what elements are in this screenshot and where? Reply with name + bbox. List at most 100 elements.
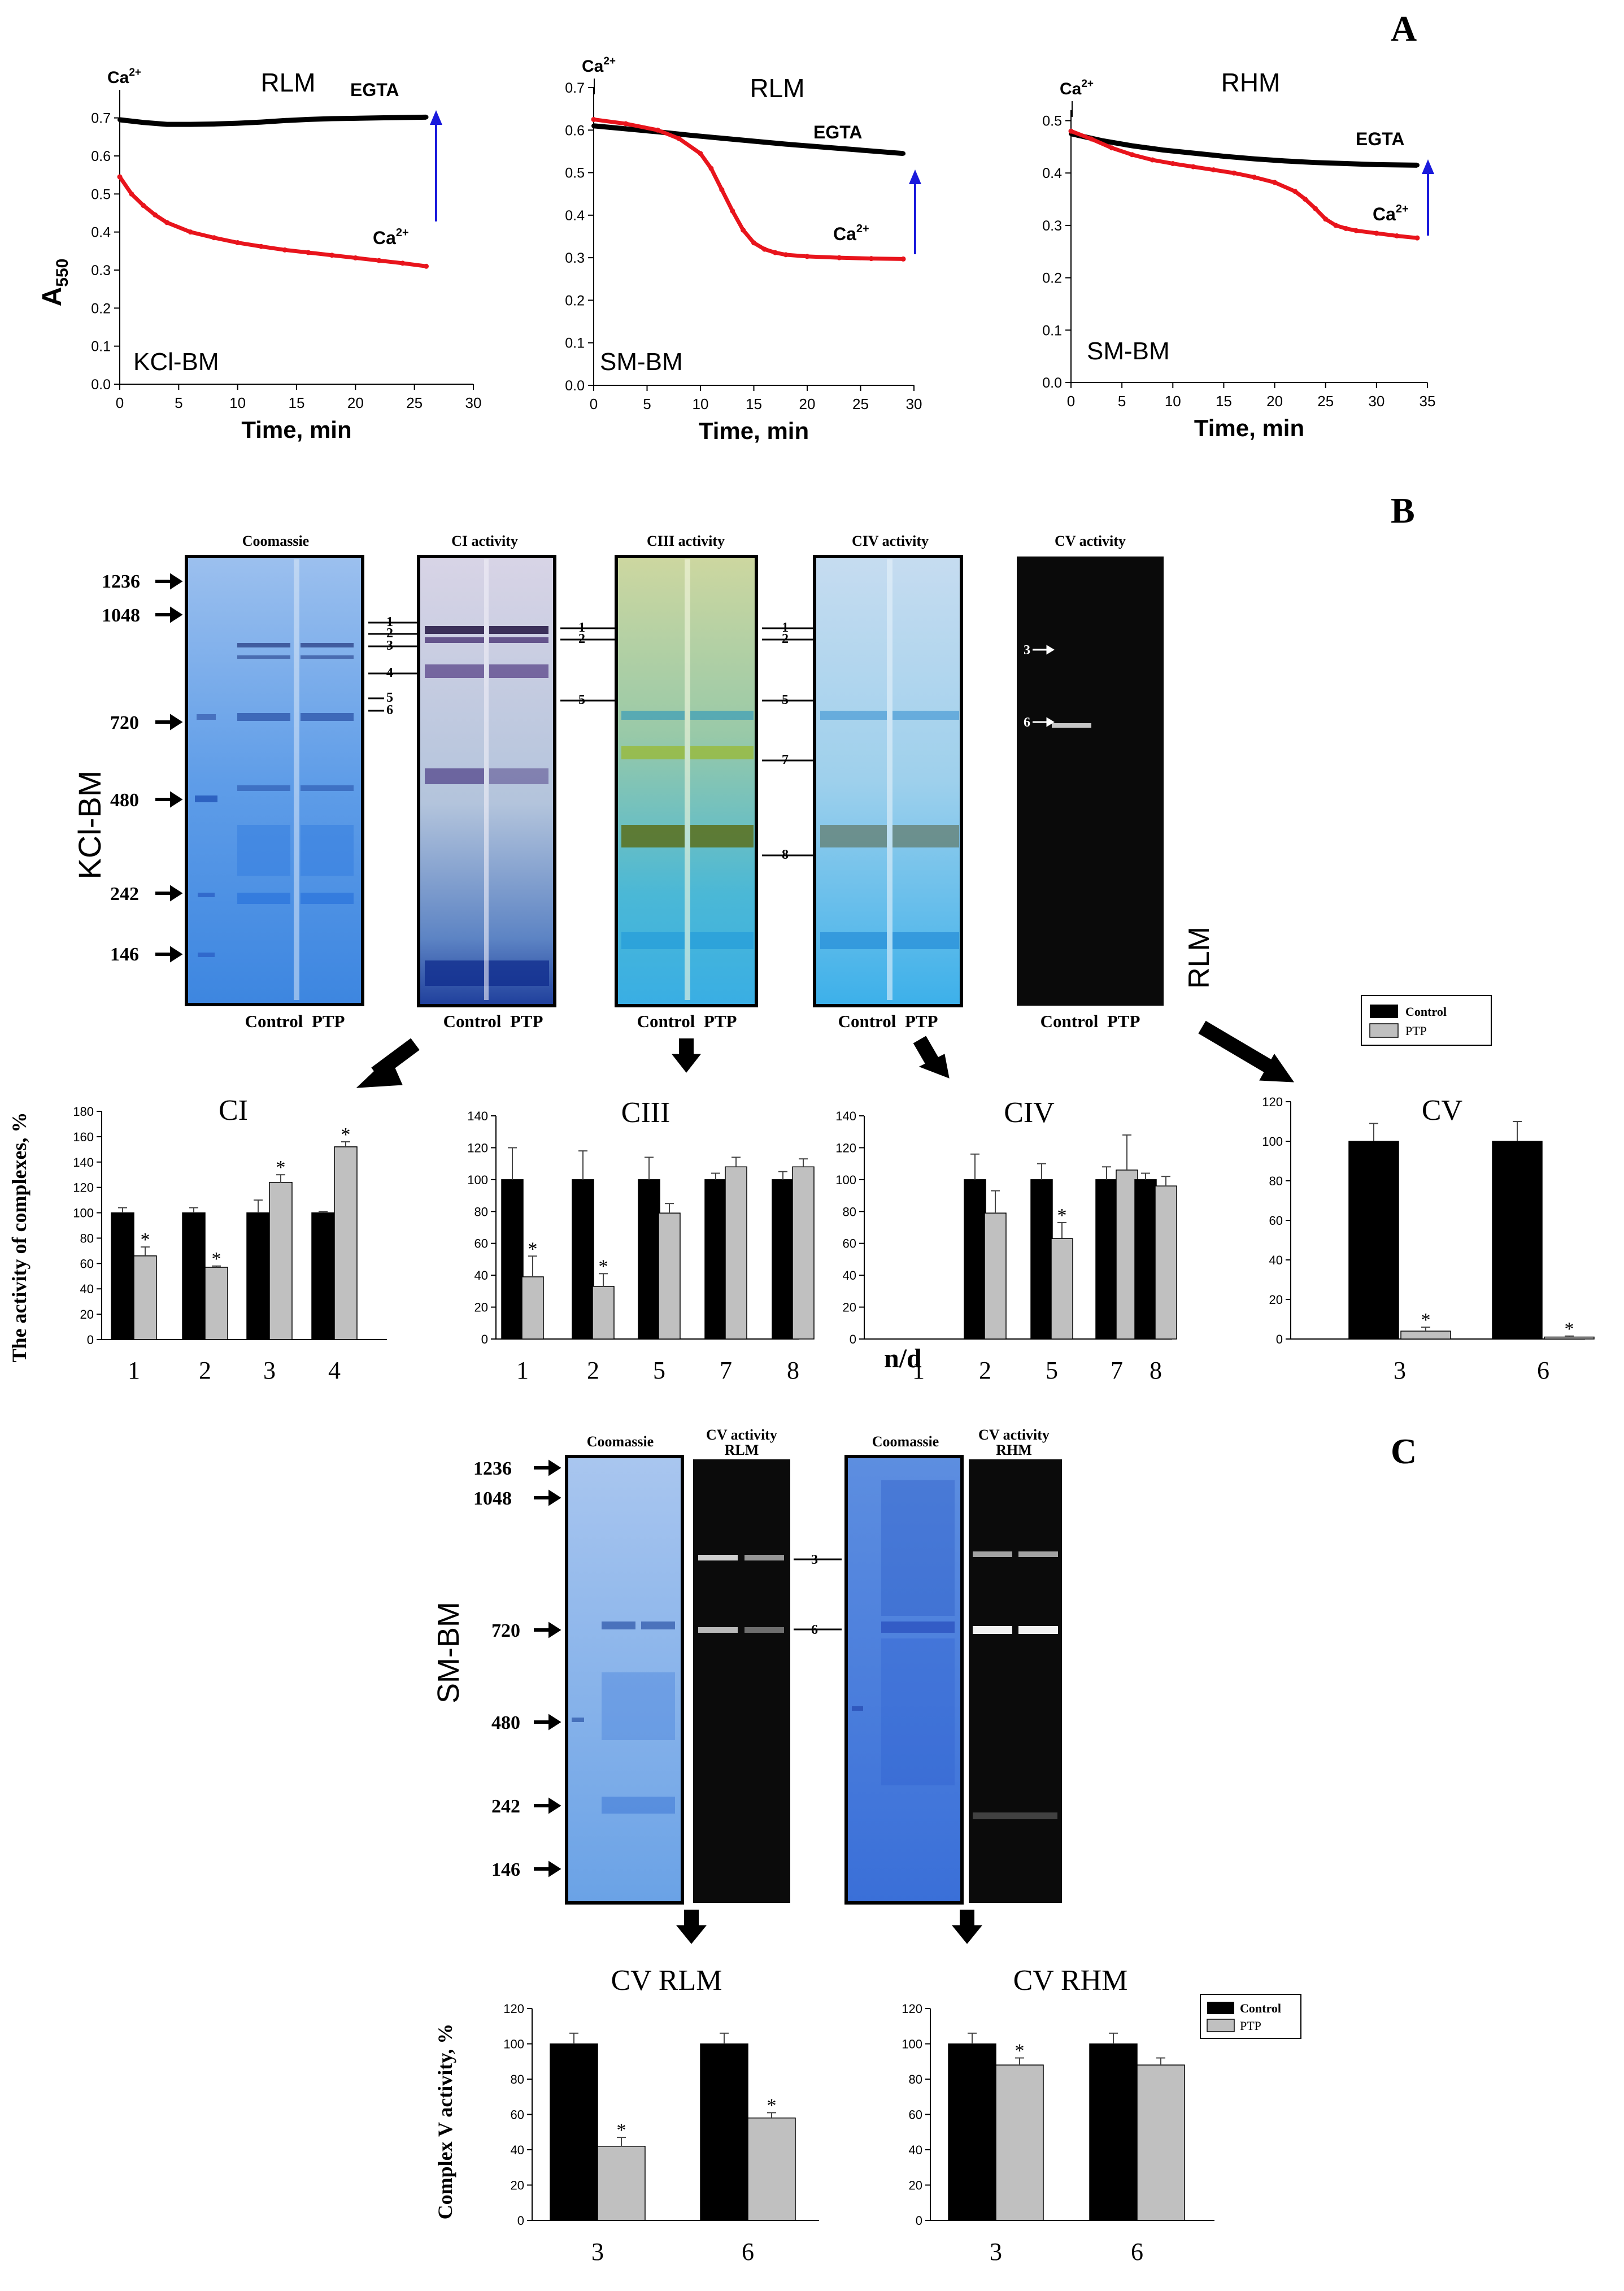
ca-point [804, 254, 810, 259]
ca-addition-label: Ca2+ [582, 55, 616, 76]
x-tick-label: 5 [1118, 393, 1126, 410]
y-tick-label: 120 [902, 2002, 922, 2016]
category-label: 6 [742, 2238, 754, 2266]
egta-label: EGTA [813, 122, 863, 142]
panel-c-gels: SM-BM 1236 1048 720 480 242 146 Coomassi… [432, 1427, 1062, 1944]
control-bar [948, 2043, 996, 2221]
y-tick-label: 60 [909, 2108, 922, 2122]
gel-title-coomassie-c1: Coomassie [587, 1433, 654, 1450]
significance-mark: * [276, 1157, 286, 1178]
significance-mark: * [528, 1238, 538, 1259]
x-tick-label: 10 [693, 395, 709, 412]
category-label: 5 [1046, 1357, 1058, 1384]
x-tick-label: 5 [643, 395, 651, 412]
gel-bands [621, 559, 754, 1000]
control-bar [772, 1179, 794, 1340]
ca-point [837, 255, 842, 260]
y-tick-label: 40 [1269, 1253, 1283, 1267]
control-bar [1134, 1179, 1157, 1340]
chart-a2-rlm-sm: 0 5 10 15 20 25 30 0.0 0.1 0.2 0.3 0.4 0.5 0.6 0.7 Time… [565, 55, 922, 444]
ca-point [329, 253, 335, 258]
category-label: 2 [199, 1357, 211, 1384]
egta-point [687, 133, 693, 138]
ca-point [900, 256, 906, 262]
significance-mark: * [767, 2095, 777, 2116]
egta-point [1221, 154, 1226, 159]
ca-point [783, 252, 789, 258]
y-tick-label: 20 [474, 1301, 488, 1315]
double-headed-band-arrow-icon [762, 627, 813, 857]
ca-point [1323, 216, 1329, 222]
egta-point [815, 144, 820, 149]
gel-coomassie-c2 [844, 1455, 964, 1905]
control-bar [501, 1179, 524, 1340]
band-label: 5 [386, 690, 393, 705]
category-label: 3 [1394, 1357, 1406, 1384]
chart-title: CI [219, 1094, 248, 1127]
category-label: 7 [1111, 1357, 1123, 1384]
egta-point [1282, 158, 1287, 163]
gel-title-ci: CI activity [451, 533, 518, 549]
control-bar [111, 1212, 134, 1340]
significance-mark: * [141, 1229, 150, 1250]
egta-point [400, 115, 405, 120]
legend-label-control: Control [1405, 1005, 1447, 1019]
egta-point [141, 120, 146, 125]
control-bar [1492, 1141, 1543, 1340]
double-headed-band-arrow-icon [560, 627, 617, 702]
y-tick-label: 0.1 [565, 336, 585, 351]
y-tick-label: 0.7 [91, 111, 111, 127]
category-label: 6 [1131, 2238, 1143, 2266]
category-label: 2 [587, 1357, 599, 1384]
marker-label: 1236 [102, 571, 140, 592]
category-label: 4 [328, 1357, 341, 1384]
buffer-label: KCl-BM [133, 348, 219, 376]
control-bar [182, 1212, 206, 1340]
x-tick-label: 25 [852, 395, 869, 412]
y-axis-label: A550 [37, 259, 72, 307]
mw-markers-b: 1236 1048 720 480 242 146 [102, 571, 140, 965]
ca-point [1292, 189, 1298, 194]
category-label: 3 [990, 2238, 1002, 2266]
category-label: 7 [720, 1357, 732, 1384]
marker-label: 146 [110, 944, 139, 965]
egta-point [306, 117, 311, 122]
ca-addition-label: Ca2+ [107, 67, 141, 87]
y-tick-label: 0.2 [1042, 271, 1062, 286]
marker-label: 480 [491, 1712, 520, 1733]
x-tick-label: 20 [799, 395, 816, 412]
y-tick-label: 100 [73, 1206, 94, 1220]
gel-bands [698, 1555, 784, 1633]
control-bar [1348, 1141, 1399, 1340]
category-label: 8 [1150, 1357, 1162, 1384]
ca-point [1353, 228, 1359, 233]
ca-point [129, 191, 134, 197]
ca-point [306, 250, 311, 255]
legend-swatch-control [1207, 2002, 1234, 2014]
chart-b3-civ: 0 20 40 60 80 100 120 140 CIV n/d1 2 5 * 7 8 [835, 1097, 1177, 1384]
ca-point [153, 212, 158, 218]
control-bar [964, 1179, 986, 1340]
ptp-bar [658, 1212, 681, 1340]
y-tick-label: 80 [474, 1205, 488, 1219]
y-tick-label: 140 [73, 1155, 94, 1170]
ptp-bar [747, 2118, 796, 2221]
lane-labels: Control PTP [1040, 1011, 1140, 1031]
chart-title: CIV [1004, 1097, 1055, 1129]
y-tick-label: 40 [474, 1268, 488, 1283]
gel-bands [820, 559, 959, 1000]
significance-mark: * [599, 1256, 608, 1277]
egta-point [1343, 161, 1348, 166]
marker-label: 242 [491, 1796, 520, 1817]
ca-point [623, 121, 629, 127]
ca-point [258, 244, 264, 249]
category-label: 1 [516, 1357, 529, 1384]
y-tick-label: 0.0 [91, 377, 111, 393]
control-bar [1089, 2043, 1138, 2221]
gel-bands [973, 1551, 1058, 1819]
ca-point [719, 187, 725, 193]
y-tick-label: 120 [835, 1141, 856, 1155]
y-tick-label: 140 [835, 1109, 856, 1123]
x-axis-label: Time, min [1194, 415, 1304, 441]
x-tick-label: 30 [465, 394, 482, 411]
